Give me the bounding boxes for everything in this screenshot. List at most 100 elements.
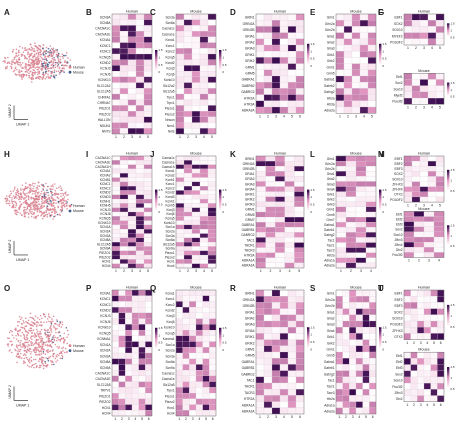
gene-label: Grik1	[327, 335, 335, 339]
heatmap-cell	[175, 216, 185, 221]
heatmap-cell	[343, 51, 353, 58]
umap-point	[36, 204, 38, 207]
heatmap-cell	[189, 392, 197, 399]
heatmap-cell	[207, 229, 217, 234]
heatmap-cell	[135, 237, 145, 243]
heatmap-cell	[135, 190, 145, 195]
heatmap-cell	[209, 392, 217, 399]
heatmap-cell	[111, 237, 121, 243]
umap-point	[35, 191, 37, 193]
heatmap-cell	[111, 392, 119, 399]
heatmap-cell	[295, 296, 305, 303]
umap-point	[61, 53, 64, 55]
heatmap-cell	[271, 100, 281, 108]
colorbar-segment	[447, 314, 450, 317]
colorbar-label: 0	[382, 347, 384, 351]
umap-point	[44, 362, 47, 365]
gene-label: Kcnj6	[167, 212, 175, 216]
umap-point	[38, 318, 41, 321]
heatmap-cell	[111, 76, 121, 83]
heatmap-cell	[125, 364, 133, 371]
heatmap-cell	[111, 229, 121, 234]
gene-label: SCN3A	[100, 354, 112, 358]
heatmap-cell	[118, 375, 126, 382]
heatmap-cell	[403, 289, 411, 297]
heatmap-cell	[195, 375, 203, 382]
gene-label: Grm1	[327, 65, 335, 69]
umap-point	[56, 196, 59, 198]
heatmap-cell	[191, 111, 201, 117]
umap-point	[64, 191, 67, 194]
heatmap-cell	[335, 75, 345, 83]
heatmap-cell	[284, 160, 295, 167]
heatmap-cell	[111, 164, 121, 170]
gene-label: Kcna1	[165, 38, 174, 42]
umap-point	[5, 195, 8, 197]
umap-point	[34, 353, 37, 356]
heatmap-cell	[191, 177, 201, 182]
umap-point	[22, 188, 24, 191]
heatmap-cell	[183, 190, 193, 195]
heatmap-cell	[351, 57, 361, 64]
umap-point	[53, 206, 56, 209]
gene-label: Grik1	[327, 192, 335, 196]
umap-point	[60, 195, 62, 198]
heatmap-cell	[111, 198, 121, 204]
heatmap-cell	[271, 296, 281, 303]
umap-point	[65, 200, 67, 202]
heatmap-cell	[367, 44, 377, 52]
umap-point	[33, 343, 36, 345]
colorbar-segment	[447, 95, 450, 97]
heatmap-cell	[207, 190, 217, 195]
heatmap-cell	[275, 216, 285, 223]
umap-point	[27, 195, 29, 197]
heatmap-cell	[423, 314, 431, 322]
gene-label: GABRG2	[241, 372, 255, 376]
umap-point	[16, 189, 18, 192]
heatmap-cell	[111, 19, 121, 26]
umap-point	[65, 326, 68, 329]
heatmap-cell	[271, 327, 281, 334]
umap-point	[19, 206, 21, 209]
heatmap-cell	[287, 395, 297, 402]
umap-point	[43, 61, 46, 63]
heatmap-cell	[275, 232, 285, 238]
gene-label: Scn2a	[165, 349, 174, 353]
umap-point	[37, 75, 40, 78]
umap-point	[15, 329, 17, 331]
heatmap-cell	[207, 181, 217, 187]
heatmap-cell	[271, 63, 281, 70]
heatmap-cell	[131, 341, 139, 348]
umap-point	[47, 359, 50, 362]
heatmap-cell	[351, 75, 361, 83]
colorbar-segment	[307, 198, 310, 201]
heatmap-cell	[143, 82, 153, 89]
heatmap-cell	[284, 176, 295, 182]
umap-point	[50, 322, 53, 325]
tick-label: 1	[178, 417, 180, 421]
heatmap-cell	[411, 13, 421, 21]
heatmap-cell	[143, 122, 153, 129]
umap-point	[26, 192, 28, 195]
umap-point	[45, 52, 47, 55]
umap-point	[59, 214, 62, 217]
heatmap-cell	[175, 254, 185, 260]
heatmap-cell	[189, 398, 197, 405]
colorbar-label: 1	[450, 178, 452, 182]
umap-point	[54, 199, 57, 202]
colorbar-segment	[447, 171, 450, 174]
umap-point	[47, 191, 49, 194]
gene-label: Htr2a	[327, 397, 335, 401]
umap-point	[11, 50, 14, 53]
heatmap-cell	[175, 99, 185, 106]
heatmap-cell	[423, 216, 435, 222]
heatmap-cell	[265, 257, 276, 264]
heatmap-cell	[435, 166, 445, 172]
heatmap-cell	[355, 222, 367, 228]
heatmap-cell	[343, 44, 353, 52]
heatmap-cell	[125, 301, 133, 308]
heatmap-cell	[417, 327, 425, 334]
heatmap-cell	[294, 262, 305, 269]
tick-label: 3	[423, 105, 425, 109]
heatmap-cell	[138, 341, 146, 348]
